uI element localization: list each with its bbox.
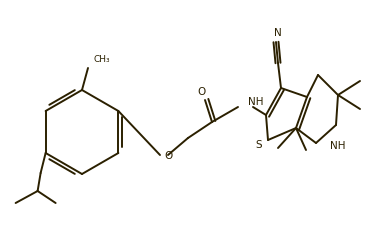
Text: N: N	[274, 28, 282, 38]
Text: O: O	[198, 87, 206, 97]
Text: O: O	[164, 151, 172, 161]
Text: CH₃: CH₃	[93, 55, 110, 64]
Text: NH: NH	[330, 141, 346, 151]
Text: S: S	[256, 140, 262, 150]
Text: NH: NH	[248, 97, 263, 107]
